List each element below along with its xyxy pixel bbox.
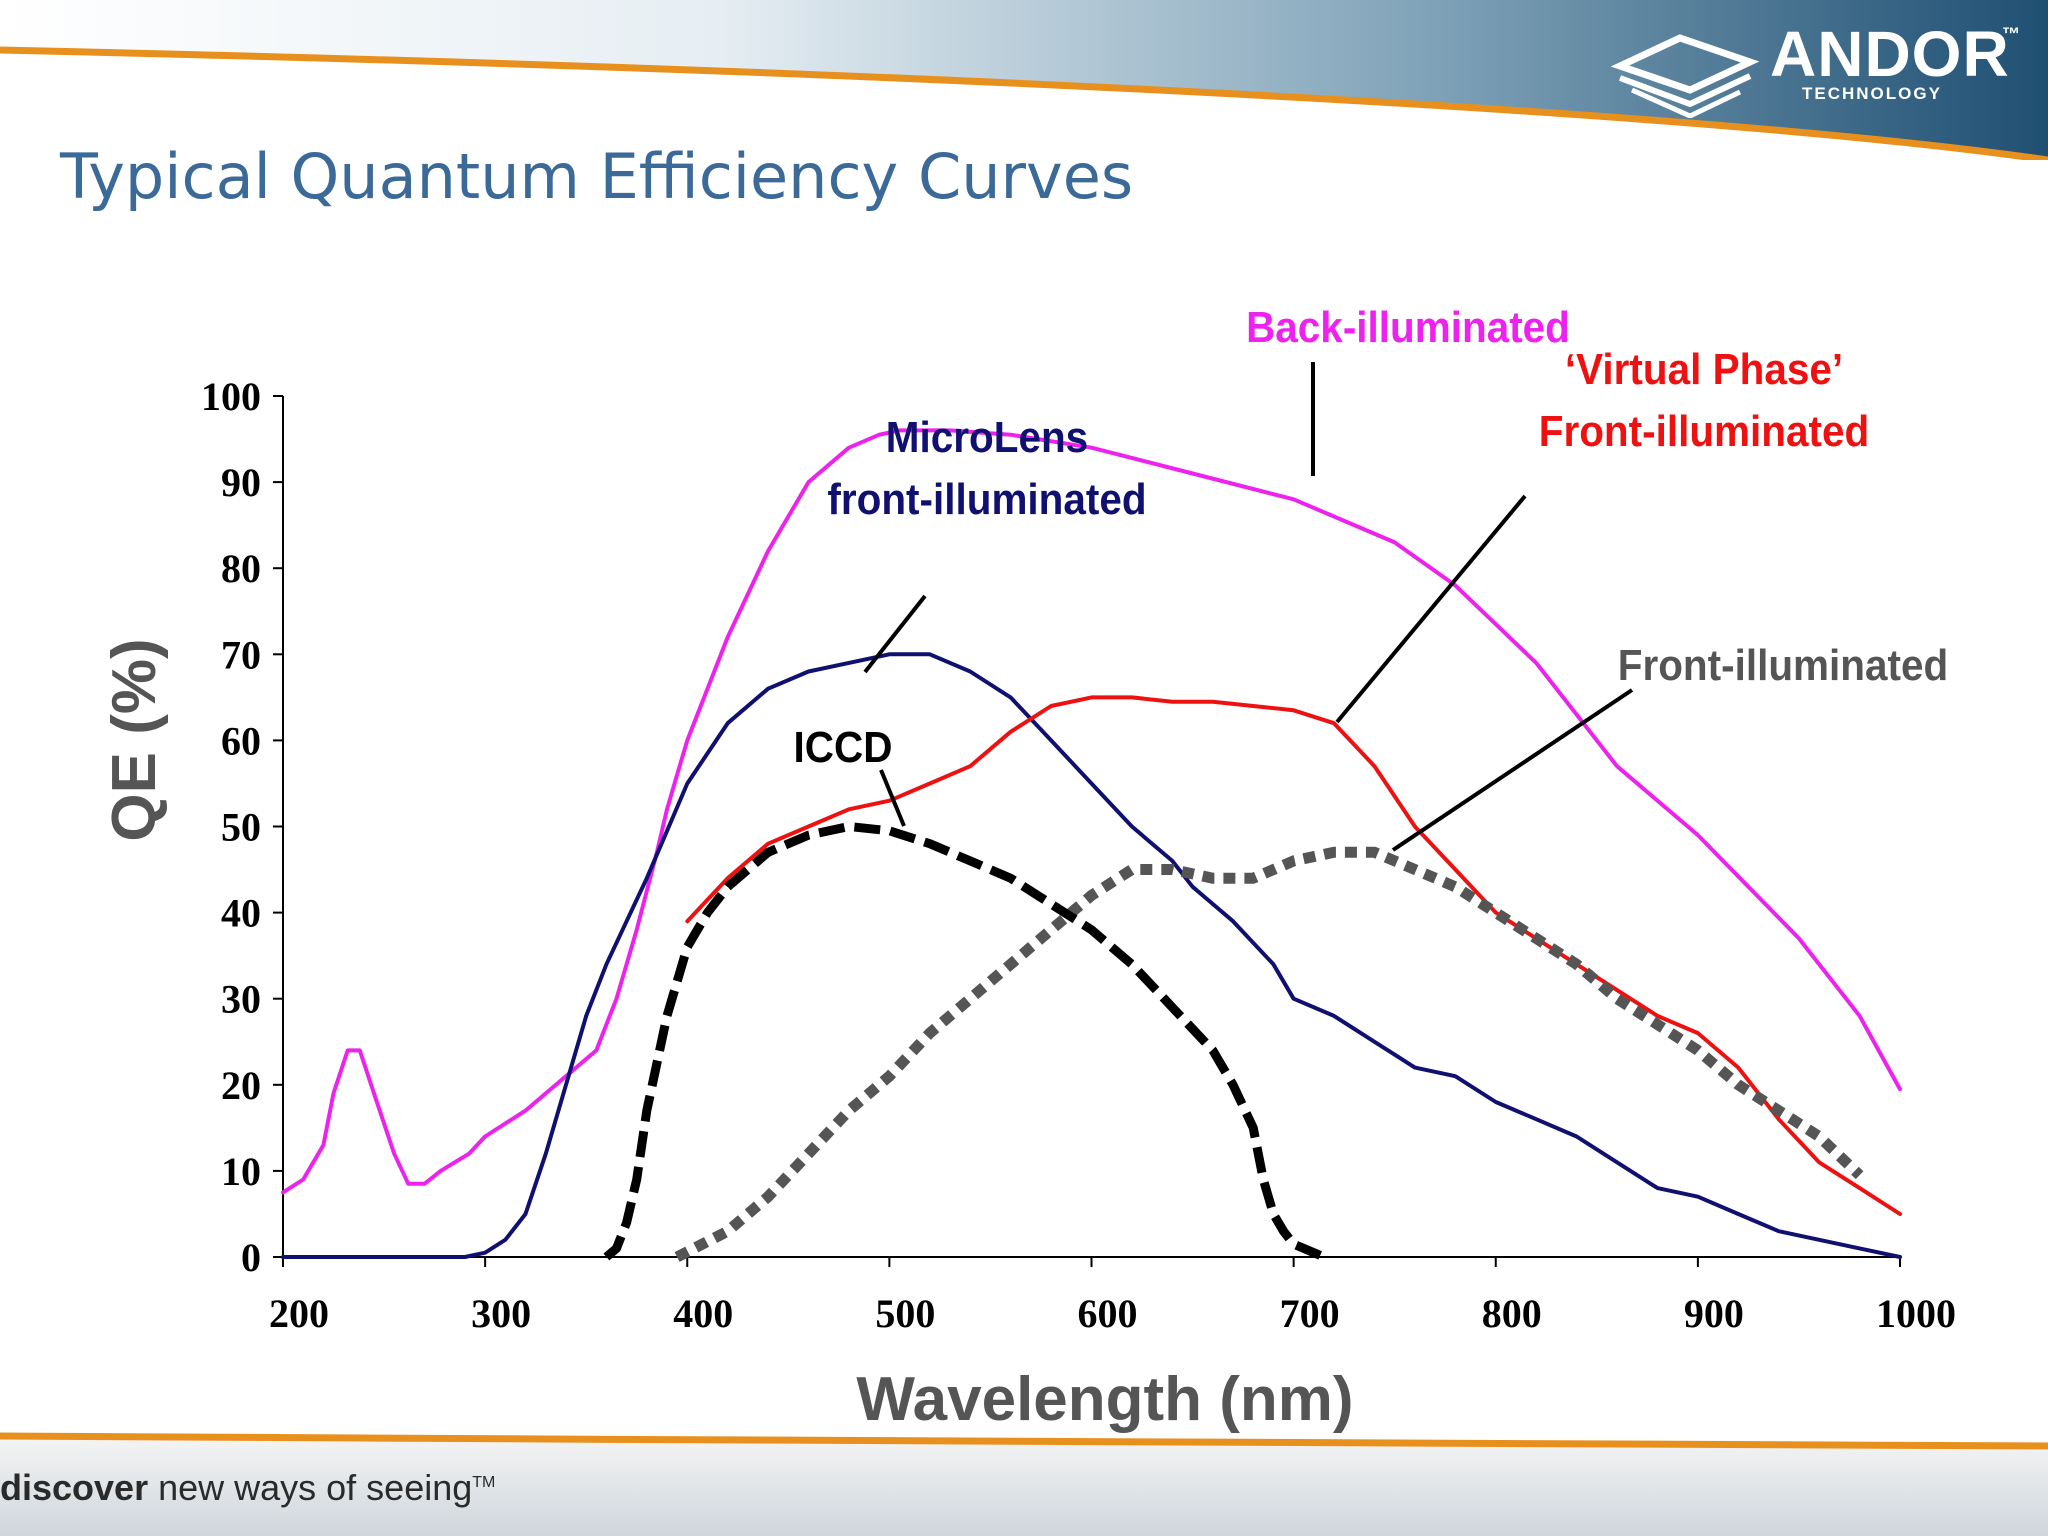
series-line-2 xyxy=(685,695,1902,1216)
header-gradient xyxy=(0,0,2048,160)
series-leader-2 xyxy=(1335,494,1527,724)
y-axis-label: QE (%) xyxy=(100,638,169,841)
tagline-bold: discover xyxy=(0,1467,149,1508)
footer-gradient xyxy=(0,1438,2048,1536)
series-leader-1 xyxy=(863,594,927,674)
series-label-1: front-illuminated xyxy=(827,474,1146,523)
y-tick-label: 50 xyxy=(221,805,261,850)
series-line-0 xyxy=(281,428,1902,1195)
series-label-2: ‘Virtual Phase’ xyxy=(1565,344,1843,393)
footer-band xyxy=(0,1432,2048,1536)
x-tick-label: 900 xyxy=(1684,1291,1744,1336)
x-tick-label: 200 xyxy=(269,1291,329,1336)
series-label-0: Back-illuminated xyxy=(1246,302,1570,351)
y-tick-label: 70 xyxy=(221,632,261,677)
series-line-1 xyxy=(281,652,1902,1259)
x-tick-label: 600 xyxy=(1078,1291,1138,1336)
series-label-3: Front-illuminated xyxy=(1618,640,1948,689)
series-line-4 xyxy=(603,822,1326,1262)
tagline-trademark: TM xyxy=(472,1474,496,1491)
series-label-4: ICCD xyxy=(794,722,893,771)
andor-logo: ANDOR ™ TECHNOLOGY xyxy=(1610,18,2030,128)
tagline: discover new ways of seeingTM xyxy=(0,1467,495,1509)
y-tick-label: 10 xyxy=(221,1149,261,1194)
header-orange-stripe xyxy=(0,46,2048,160)
series-leader-4 xyxy=(879,769,906,827)
y-tick-label: 80 xyxy=(221,546,261,591)
series-label-1: MicroLens xyxy=(886,412,1088,461)
logo-subtitle: TECHNOLOGY xyxy=(1802,84,1942,103)
x-tick-label: 700 xyxy=(1280,1291,1340,1336)
x-tick-label: 800 xyxy=(1482,1291,1542,1336)
y-tick-label: 0 xyxy=(241,1235,261,1280)
x-tick-label: 400 xyxy=(673,1291,733,1336)
logo-name: ANDOR xyxy=(1770,18,2010,90)
y-tick-label: 90 xyxy=(221,460,261,505)
y-tick-label: 100 xyxy=(201,374,261,419)
footer-orange-stripe xyxy=(0,1432,2048,1450)
y-tick-label: 40 xyxy=(221,891,261,936)
series-leader-3 xyxy=(1391,688,1634,852)
y-tick-label: 20 xyxy=(221,1063,261,1108)
y-tick-label: 30 xyxy=(221,977,261,1022)
y-tick-label: 60 xyxy=(221,718,261,763)
series-label-2: Front-illuminated xyxy=(1539,406,1869,455)
x-tick-label: 300 xyxy=(471,1291,531,1336)
page-title: Typical Quantum Efficiency Curves xyxy=(60,140,1134,213)
series-line-3 xyxy=(674,846,1864,1262)
x-tick-label: 1000 xyxy=(1876,1291,1956,1336)
tagline-rest: new ways of seeing xyxy=(148,1467,473,1508)
x-tick-label: 500 xyxy=(875,1291,935,1336)
header-band xyxy=(0,0,2048,160)
logo-trademark: ™ xyxy=(2002,24,2020,44)
andor-logo-mark xyxy=(1610,34,1760,118)
x-axis-label: Wavelength (nm) xyxy=(856,1365,1353,1434)
